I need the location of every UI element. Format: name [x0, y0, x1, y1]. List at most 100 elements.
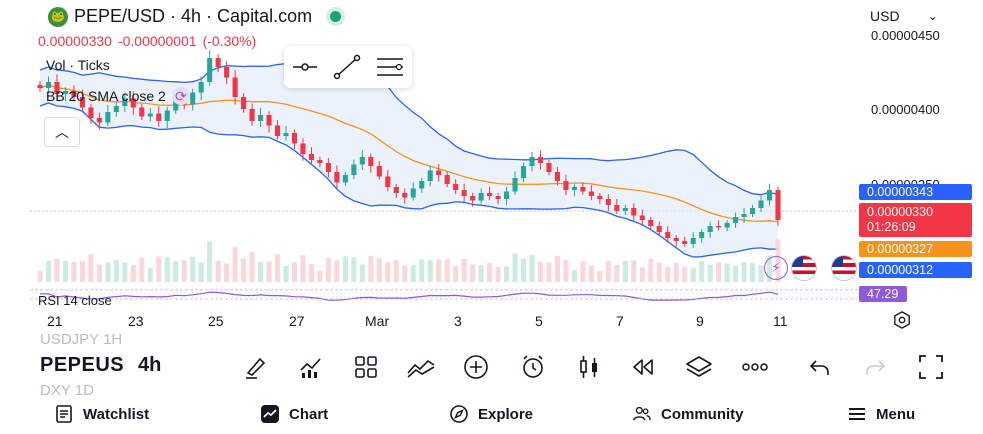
alerts-button[interactable]	[518, 352, 548, 382]
compare-icon	[407, 359, 435, 378]
volume-bar	[707, 264, 713, 282]
bollinger-legend[interactable]: BB 20 SMA close 2 ⟳	[46, 87, 190, 105]
volume-bar	[351, 257, 357, 282]
candle-body	[529, 157, 535, 166]
candle-body	[130, 98, 136, 108]
layouts-button[interactable]	[351, 352, 381, 382]
volume-bar	[546, 262, 552, 282]
candle-body	[766, 190, 773, 201]
parallel-channel-tool-icon[interactable]	[375, 54, 405, 80]
volume-bar	[96, 264, 102, 282]
nav-watchlist[interactable]: Watchlist	[55, 405, 149, 423]
volume-bar	[639, 267, 645, 282]
us-flag-event-icon[interactable]	[831, 255, 857, 281]
candle-body	[614, 205, 620, 211]
volume-bar	[122, 262, 128, 282]
currency-selector[interactable]: USD ⌄	[870, 8, 938, 24]
nav-chart[interactable]: Chart	[261, 405, 328, 423]
more-options-button[interactable]	[740, 352, 770, 382]
candle-body	[512, 178, 518, 192]
grid-icon	[355, 356, 377, 378]
bollinger-upper-line	[39, 49, 779, 196]
rewind-icon	[633, 359, 653, 375]
volume-bar	[291, 262, 298, 282]
undo-button[interactable]	[805, 352, 835, 382]
chart-title[interactable]: PEPE/USD · 4h · Capital.com	[74, 6, 313, 26]
volume-bar	[673, 262, 679, 282]
volume-bar	[758, 265, 764, 282]
symbol-selector[interactable]: PEPEUS	[40, 354, 125, 376]
candle-body	[393, 187, 399, 193]
volume-bar	[181, 260, 187, 282]
volume-bar	[410, 264, 416, 282]
layers-button[interactable]	[684, 352, 714, 382]
last-price-value: 0.00000330	[38, 33, 112, 49]
bb-basis-tag: 0.00000327	[859, 241, 972, 257]
candle-body	[334, 172, 340, 183]
candle-body	[580, 187, 586, 192]
rsi-legend[interactable]: RSI 14 close	[38, 293, 112, 308]
chart-header[interactable]: 🐸 PEPE/USD · 4h · Capital.com	[48, 6, 342, 27]
replay-button[interactable]	[628, 352, 658, 382]
volume-bar	[334, 260, 340, 282]
volume-bar	[648, 258, 654, 282]
time-tick: 27	[289, 313, 305, 329]
pen-icon	[246, 357, 266, 379]
volume-legend[interactable]: Vol · Ticks	[46, 57, 110, 73]
timeframe-selector[interactable]: 4h	[138, 354, 162, 376]
redo-button[interactable]	[860, 352, 890, 382]
drawing-tools-button[interactable]	[241, 352, 271, 382]
volume-bar	[274, 254, 281, 282]
candle-body	[410, 188, 416, 198]
volume-bar	[470, 264, 476, 282]
candle-body	[690, 238, 696, 244]
volume-bar	[71, 261, 77, 282]
candle-body	[266, 115, 272, 126]
candle-body	[520, 166, 527, 178]
fullscreen-button[interactable]	[916, 352, 946, 382]
volume-bar	[37, 270, 43, 282]
time-tick: Mar	[365, 313, 390, 329]
undo-icon	[809, 360, 829, 375]
candle-body	[453, 184, 459, 190]
nav-community[interactable]: Community	[633, 405, 744, 423]
candle-body	[639, 215, 645, 220]
horizontal-line-tool-icon[interactable]	[291, 57, 319, 77]
last-price-tag-value: 0.00000330	[867, 205, 934, 219]
volume-bar	[283, 265, 289, 282]
bollinger-band-fill	[40, 50, 778, 257]
chart-type-button[interactable]	[574, 352, 604, 382]
volume-bar	[495, 266, 501, 282]
rsi-value-tag: 47.29	[859, 286, 907, 302]
volume-bar	[393, 259, 399, 282]
us-flag-icon[interactable]	[791, 255, 817, 281]
indicators-button[interactable]	[296, 352, 326, 382]
candle-body	[724, 223, 730, 228]
bollinger-lower-line	[39, 102, 779, 258]
reset-scale-icon[interactable]	[893, 311, 911, 329]
volume-bar	[79, 261, 85, 282]
candle-body	[147, 113, 153, 117]
trend-line-tool-icon[interactable]	[333, 54, 361, 80]
alert-flash-icon[interactable]: ⚡	[764, 256, 788, 280]
nav-explore[interactable]: Explore	[450, 405, 533, 423]
time-tick: 3	[454, 313, 462, 329]
candle-body	[470, 196, 476, 201]
nav-menu[interactable]: Menu	[848, 405, 915, 423]
candle-body	[631, 208, 637, 216]
candle-body	[707, 226, 713, 232]
time-tick: 23	[128, 313, 144, 329]
add-button[interactable]	[461, 352, 491, 382]
compare-button[interactable]	[406, 352, 436, 382]
volume-bar	[258, 261, 264, 282]
volume-bar	[741, 261, 747, 282]
nav-explore-label: Explore	[478, 405, 534, 423]
quote-line: 0.00000330 -0.00000001 (-0.30%)	[38, 33, 256, 49]
collapse-legend-button[interactable]: ︿	[44, 117, 80, 147]
volume-bar	[105, 262, 111, 282]
volume-bar	[308, 263, 314, 282]
volume-bar	[453, 265, 459, 282]
candle-body	[385, 176, 391, 187]
ghost-symbol-above: USDJPY 1H	[40, 331, 123, 348]
